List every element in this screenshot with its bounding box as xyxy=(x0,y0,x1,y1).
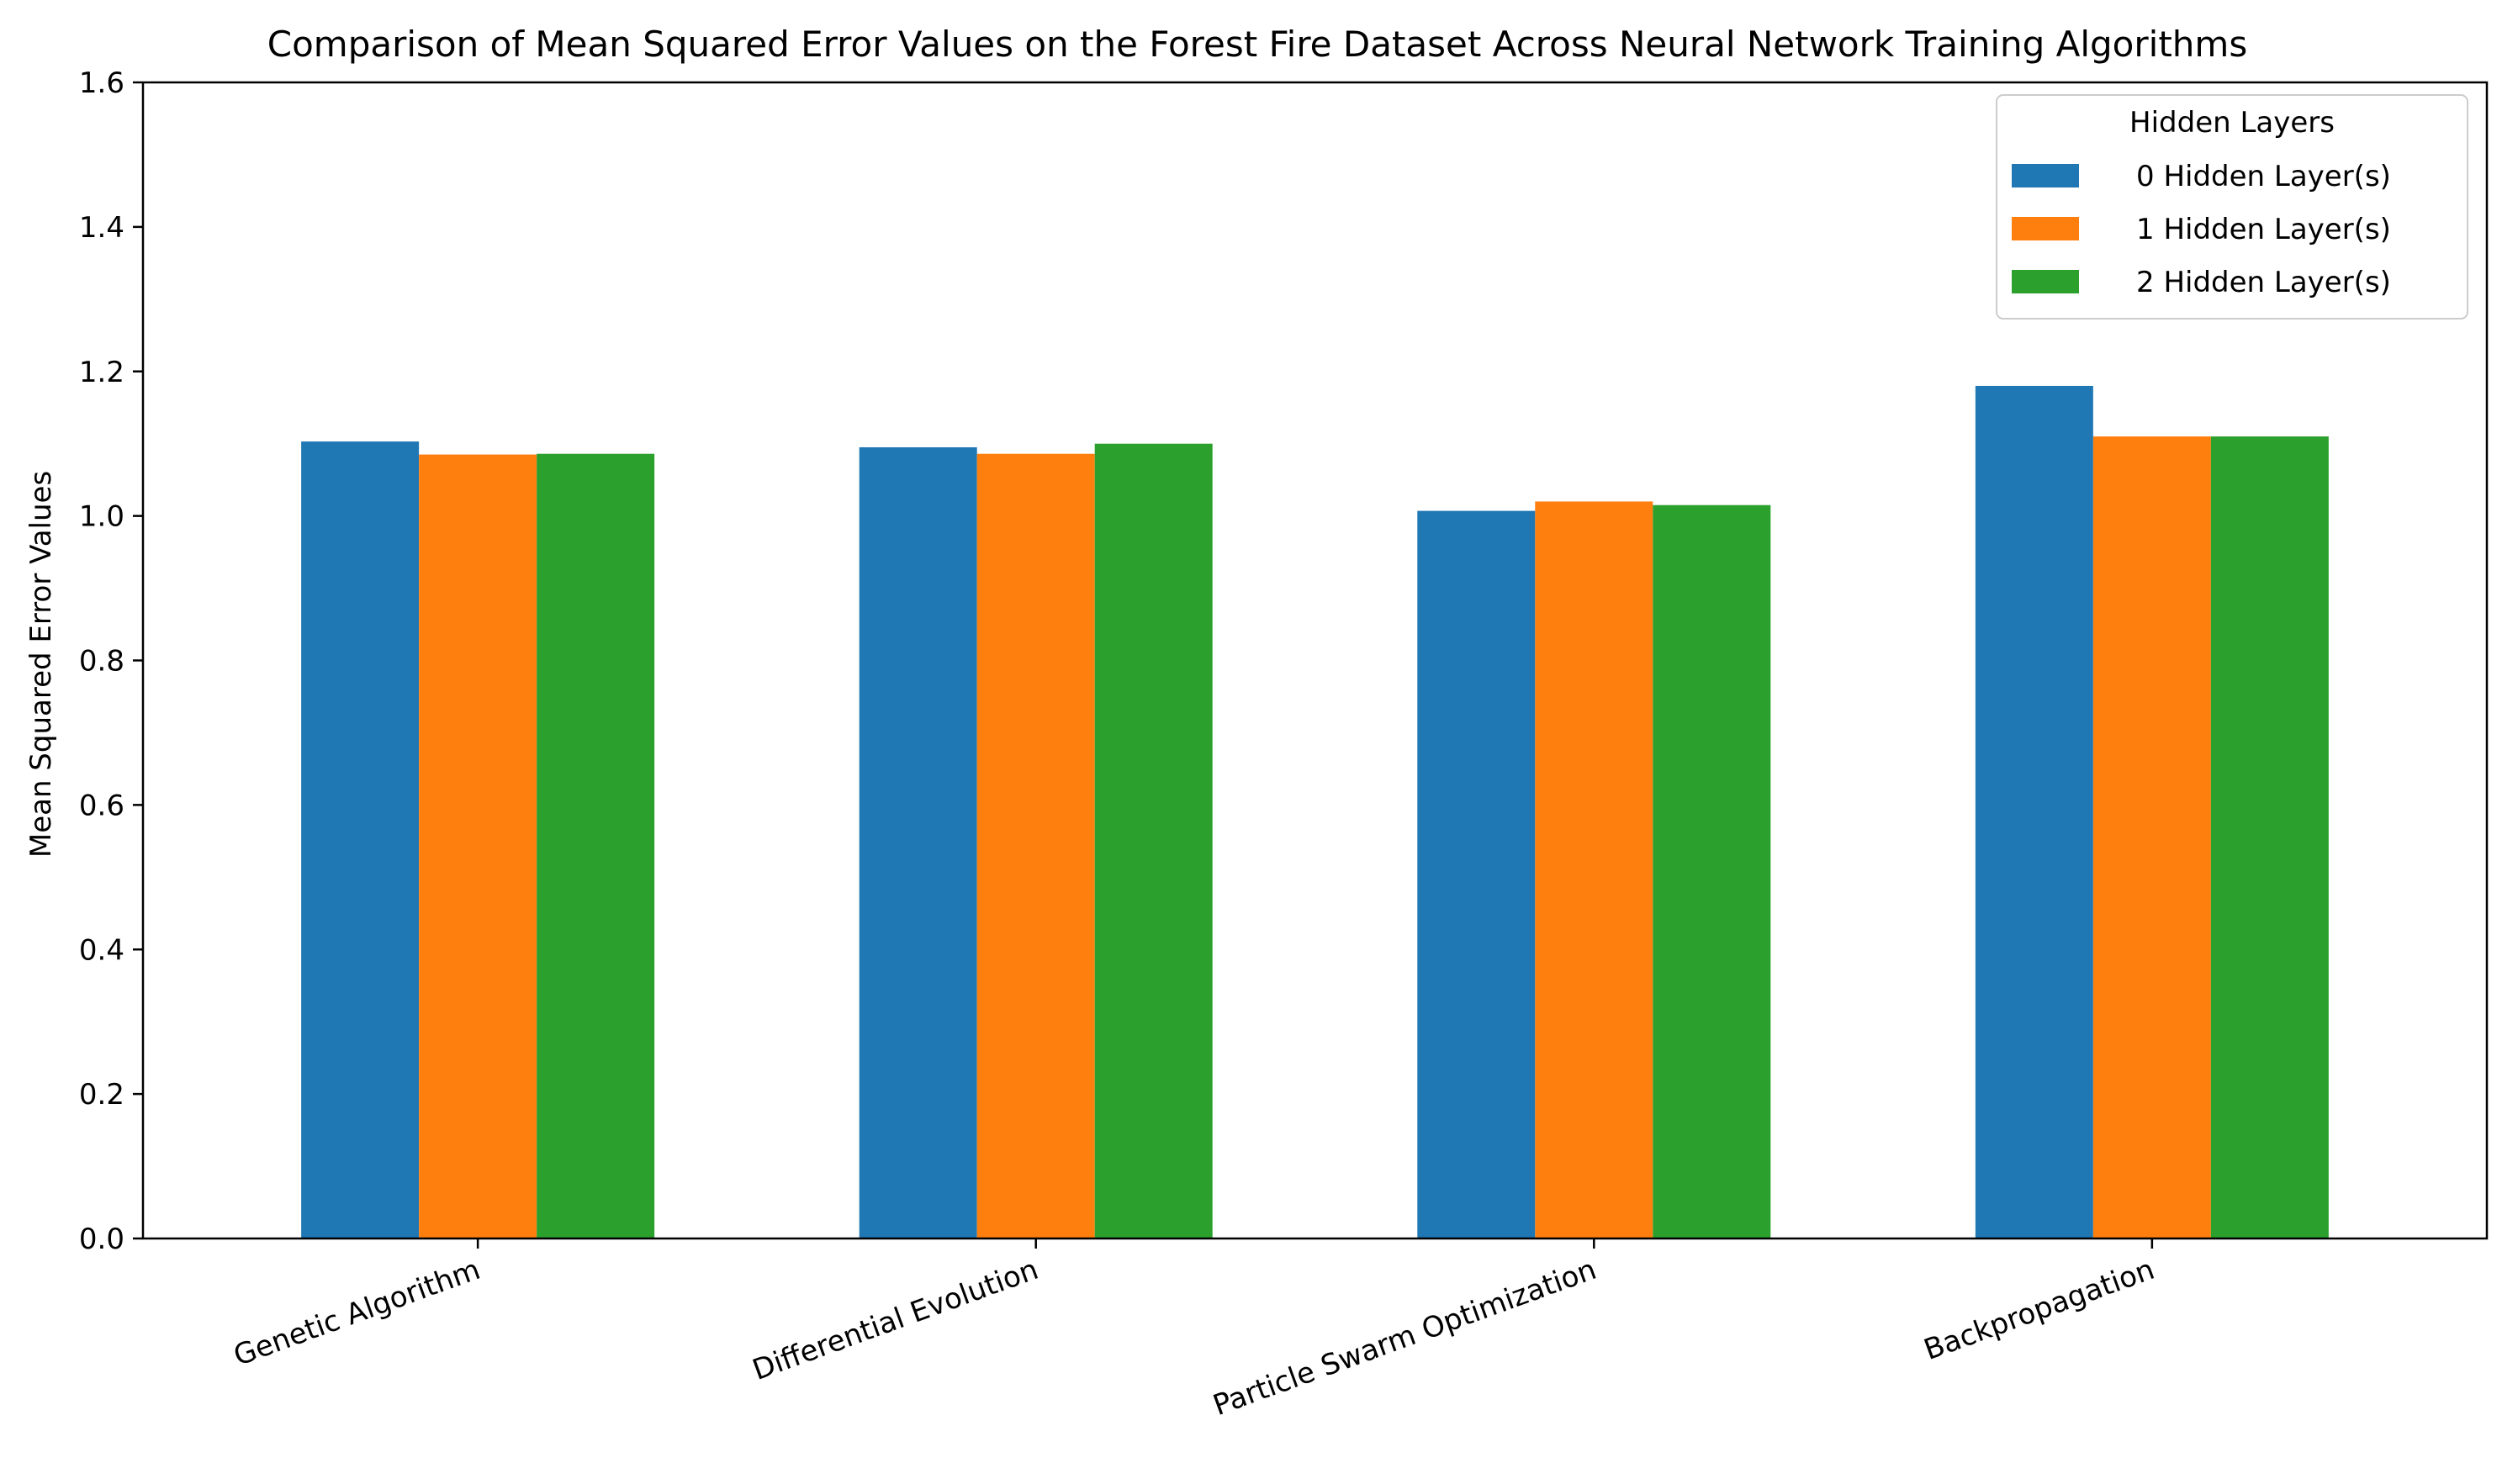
bar-particle-swarm-optimization-series-1 xyxy=(1535,501,1653,1238)
y-tick-label: 0.6 xyxy=(79,789,124,822)
bar-genetic-algorithm-series-0 xyxy=(301,441,420,1238)
bar-particle-swarm-optimization-series-2 xyxy=(1653,504,1771,1238)
bar-particle-swarm-optimization-series-0 xyxy=(1417,510,1536,1238)
bar-genetic-algorithm-series-1 xyxy=(419,454,537,1238)
bar-differential-evolution-series-1 xyxy=(976,453,1095,1238)
bars-group xyxy=(301,385,2329,1238)
y-tick-label: 1.6 xyxy=(79,66,124,100)
bar-genetic-algorithm-series-2 xyxy=(537,453,655,1238)
bar-backpropagation-series-0 xyxy=(1975,385,2093,1238)
legend: Hidden Layers 0 Hidden Layer(s) 1 Hidden … xyxy=(1996,94,2468,320)
legend-swatch xyxy=(2012,217,2079,240)
y-tick-label: 1.0 xyxy=(79,500,124,534)
x-tick-label: Differential Evolution xyxy=(749,1253,1043,1387)
legend-swatch xyxy=(2012,270,2079,293)
legend-label: 2 Hidden Layer(s) xyxy=(2136,266,2391,299)
y-tick-label: 1.4 xyxy=(79,211,124,245)
bar-backpropagation-series-1 xyxy=(2092,436,2211,1238)
y-tick-label: 0.8 xyxy=(79,645,124,679)
bar-differential-evolution-series-2 xyxy=(1094,443,1213,1238)
x-axis: Genetic Algorithm Differential Evolution P… xyxy=(230,1238,2159,1423)
chart-title: Comparison of Mean Squared Error Values … xyxy=(267,24,2247,65)
legend-label: 1 Hidden Layer(s) xyxy=(2136,213,2391,246)
y-axis-label: Mean Squared Error Values xyxy=(24,471,58,858)
x-tick-label: Genetic Algorithm xyxy=(230,1253,485,1373)
y-tick-label: 1.2 xyxy=(79,356,124,389)
legend-title: Hidden Layers xyxy=(2129,106,2335,140)
y-tick-label: 0.2 xyxy=(79,1078,124,1112)
bar-differential-evolution-series-0 xyxy=(859,446,977,1238)
y-axis: 0.0 0.2 0.4 0.6 0.8 1.0 1.2 1.4 1.6 xyxy=(79,66,143,1256)
legend-label: 0 Hidden Layer(s) xyxy=(2136,160,2391,193)
plot-frame xyxy=(141,81,2489,1240)
legend-swatch xyxy=(2012,164,2079,187)
x-tick-label: Particle Swarm Optimization xyxy=(1209,1253,1600,1423)
x-tick-label: Backpropagation xyxy=(1920,1253,2159,1367)
bar-backpropagation-series-2 xyxy=(2210,436,2329,1238)
y-tick-label: 0.0 xyxy=(79,1223,124,1256)
legend-box xyxy=(1996,94,2468,320)
y-tick-label: 0.4 xyxy=(79,933,124,967)
